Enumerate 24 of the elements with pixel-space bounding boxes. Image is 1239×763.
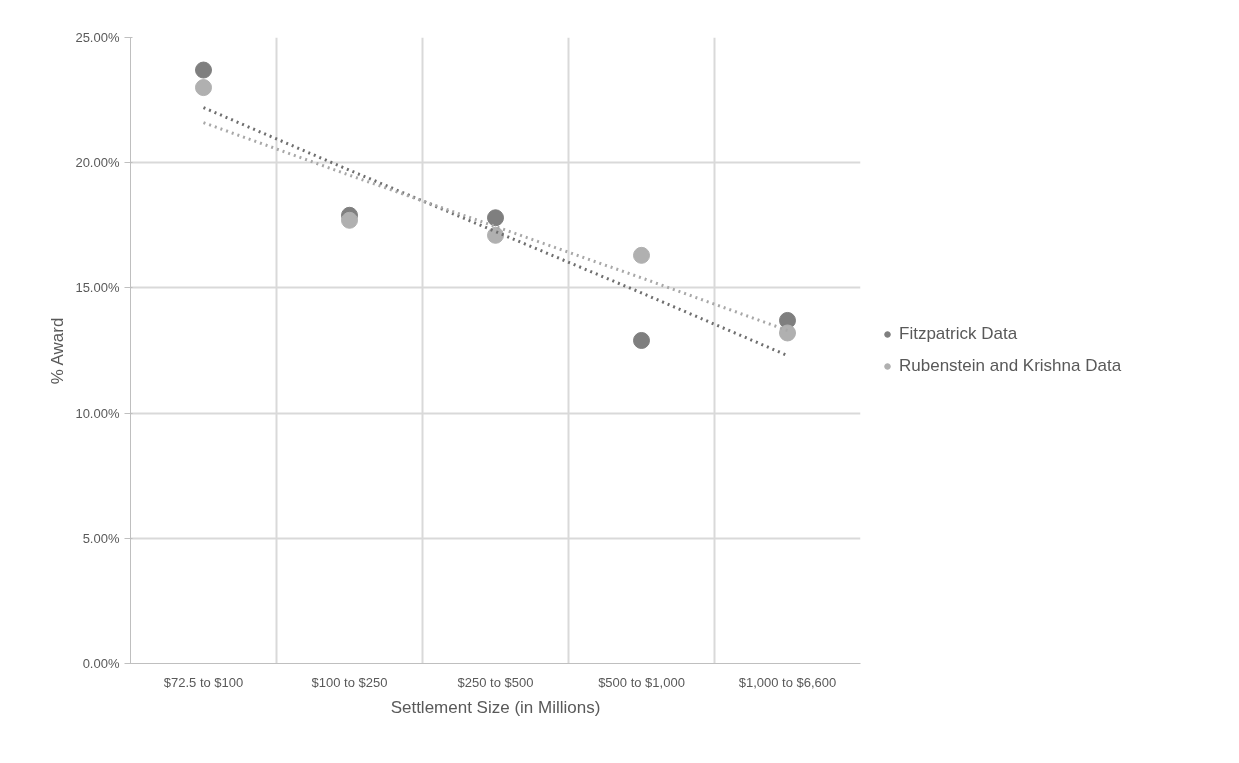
y-tick-label: 0.00% [82, 656, 120, 671]
y-tick-label: 5.00% [82, 530, 120, 546]
x-tick-label: $72.5 to $100 [163, 674, 244, 690]
x-tick-label: $250 to $500 [457, 674, 534, 690]
x-tick-label: $500 to $1,000 [598, 674, 685, 690]
x-tick-label: $100 to $250 [311, 674, 388, 690]
y-tick-label: 15.00% [75, 280, 120, 296]
x-axis-title: Settlement Size (in Millions) [390, 697, 601, 717]
point [195, 79, 212, 97]
point [633, 332, 650, 349]
line-series [202, 106, 789, 358]
y-tick-label: 20.00% [75, 155, 120, 171]
y-tick-label: 25.00% [75, 30, 120, 45]
point [487, 226, 504, 244]
point [195, 61, 212, 79]
point [487, 209, 504, 227]
x-tick-label: $1,000 to $6,600 [738, 674, 837, 690]
point [633, 246, 650, 264]
legend-label: Rubenstein and Krishna Data [899, 356, 1122, 376]
legend-label: Fitzpatrick Data [899, 324, 1018, 344]
point [779, 324, 796, 342]
point [341, 211, 358, 229]
y-axis-title: % Award [48, 317, 68, 385]
y-tick-label: 10.00% [75, 405, 120, 421]
